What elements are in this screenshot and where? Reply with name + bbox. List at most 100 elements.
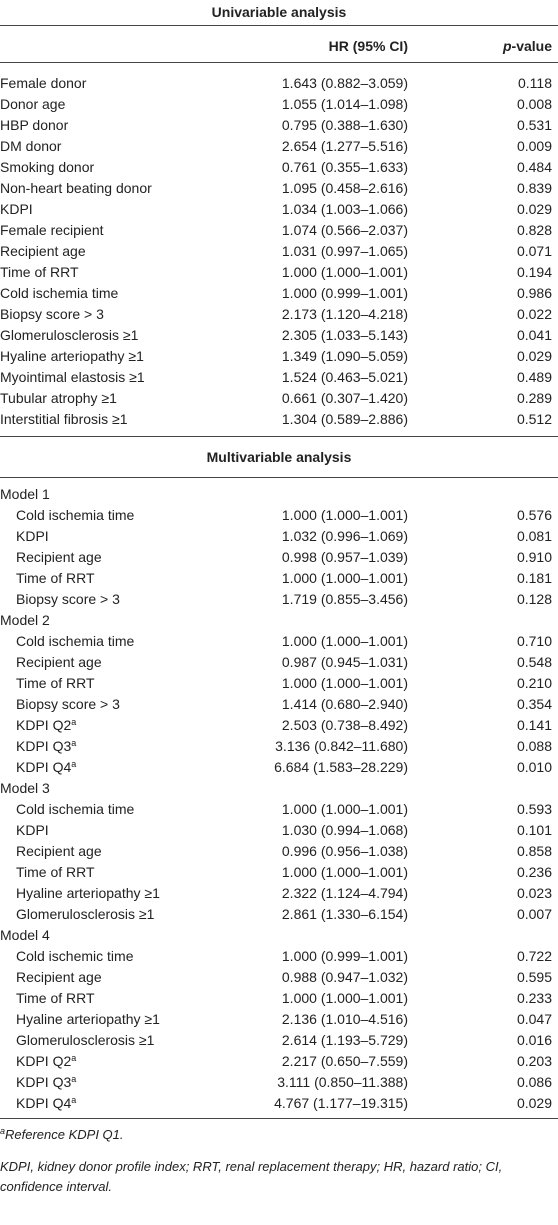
label-text: Time of RRT [16,570,95,586]
p-value: 0.086 [516,1074,552,1090]
hr-value: 1.719 (0.855–3.456) [281,591,408,607]
label-text: Recipient age [16,654,102,670]
table-row: Time of RRT 1.000 (1.000–1.001) 0.194 [0,262,558,283]
p-value: 0.910 [516,549,552,565]
label-text: KDPI Q3 [16,1074,72,1090]
row-label: Hyaline arteriopathy ≥1 [16,1009,160,1030]
hr-value: 1.000 (1.000–1.001) [281,264,408,280]
hr-value: 1.074 (0.566–2.037) [281,222,408,238]
label-text: Biopsy score > 3 [16,591,120,607]
row-label: Recipient age [16,967,102,988]
table-row: DM donor 2.654 (1.277–5.516) 0.009 [0,136,558,157]
table-row: Time of RRT 1.000 (1.000–1.001) 0.236 [0,862,558,883]
row-label: Recipient age [16,652,102,673]
model-name: Model 3 [0,780,50,796]
label-text: Glomerulosclerosis ≥1 [16,906,155,922]
table-row: KDPI 1.034 (1.003–1.066) 0.029 [0,199,558,220]
hr-value: 2.322 (1.124–4.794) [281,885,408,901]
row-label: Glomerulosclerosis ≥1 [16,1030,154,1051]
model-row: Model 1 [0,484,558,505]
row-label: KDPI Q3a [16,736,76,757]
hr-value: 1.095 (0.458–2.616) [281,180,408,196]
p-value: 0.595 [516,969,552,985]
row-label: Cold ischemia time [16,505,134,526]
hr-value: 1.643 (0.882–3.059) [281,75,408,91]
table-row: KDPI 1.030 (0.994–1.068) 0.101 [0,820,558,841]
table-row: KDPI Q4a 6.684 (1.583–28.229) 0.010 [0,757,558,778]
table-row: Female recipient 1.074 (0.566–2.037) 0.828 [0,220,558,241]
model-name: Model 2 [0,612,50,628]
row-label: Hyaline arteriopathy ≥1 [16,883,160,904]
row-label: KDPI [0,199,33,220]
p-value: 0.828 [516,222,552,238]
column-header: HR (95% CI) p-value [0,26,558,63]
label-text: Tubular atrophy ≥1 [0,390,117,406]
hr-value: 3.111 (0.850–11.388) [277,1074,408,1090]
hr-value: 2.654 (1.277–5.516) [281,138,408,154]
table-row: Female donor 1.643 (0.882–3.059) 0.118 [0,73,558,94]
label-text: HBP donor [0,117,69,133]
p-value: 0.041 [516,327,552,343]
table-row: Biopsy score > 3 2.173 (1.120–4.218) 0.022 [0,304,558,325]
p-value: 0.203 [516,1053,552,1069]
row-label: KDPI [16,526,49,547]
row-label: Biopsy score > 3 [16,589,120,610]
p-value: 0.489 [516,369,552,385]
row-label: KDPI [16,820,49,841]
row-label: Cold ischemia time [16,631,134,652]
label-text: Cold ischemic time [16,948,134,964]
label-text: Donor age [0,96,66,112]
model-name: Model 1 [0,486,50,502]
label-text: Interstitial fibrosis ≥1 [0,411,128,427]
table-row: Time of RRT 1.000 (1.000–1.001) 0.233 [0,988,558,1009]
hr-value: 0.761 (0.355–1.633) [281,159,408,175]
table-row: Biopsy score > 3 1.414 (0.680–2.940) 0.354 [0,694,558,715]
hr-value: 0.987 (0.945–1.031) [281,654,408,670]
row-label: Interstitial fibrosis ≥1 [0,409,128,430]
label-text: KDPI Q4 [16,1095,72,1111]
label-text: Hyaline arteriopathy ≥1 [16,885,160,901]
section-title: Multivariable analysis [0,437,558,478]
hr-value: 6.684 (1.583–28.229) [274,759,408,775]
table-row: Cold ischemia time 1.000 (1.000–1.001) 0.7… [0,631,558,652]
p-value: 0.354 [516,696,552,712]
label-text: Recipient age [16,843,102,859]
row-label: KDPI Q3a [16,1072,76,1093]
table-row: Donor age 1.055 (1.014–1.098) 0.008 [0,94,558,115]
model-row: Model 2 [0,610,558,631]
footnote-text: Reference KDPI Q1. [5,1127,124,1142]
hr-value: 3.136 (0.842–11.680) [275,738,408,754]
label-text: Cold ischemia time [16,507,135,523]
row-label: Glomerulosclerosis ≥1 [16,904,154,925]
model-row: Model 3 [0,778,558,799]
table-row: Time of RRT 1.000 (1.000–1.001) 0.210 [0,673,558,694]
label-text: Cold ischemia time [16,801,135,817]
table-row: Cold ischemia time 1.000 (1.000–1.001) 0.5… [0,799,558,820]
hr-value: 2.136 (1.010–4.516) [281,1011,408,1027]
table-row: KDPI 1.032 (0.996–1.069) 0.081 [0,526,558,547]
p-value: 0.531 [516,117,552,133]
p-value: 0.986 [516,285,552,301]
table-row: Myointimal elastosis ≥1 1.524 (0.463–5.02… [0,367,558,388]
label-text: Glomerulosclerosis ≥1 [0,327,139,343]
label-text: Hyaline arteriopathy ≥1 [0,348,144,364]
superscript: a [71,738,77,748]
superscript: a [0,1126,6,1136]
table-row: Glomerulosclerosis ≥1 2.305 (1.033–5.143)… [0,325,558,346]
hr-header: HR (95% CI) [328,38,408,54]
table-row: KDPI Q2a 2.503 (0.738–8.492) 0.141 [0,715,558,736]
hr-value: 1.000 (1.000–1.001) [281,990,408,1006]
label-text: Cold ischemia time [0,285,119,301]
label-text: KDPI Q2 [16,1053,72,1069]
row-label: Recipient age [16,547,102,568]
hr-value: 2.614 (1.193–5.729) [281,1032,408,1048]
superscript: a [71,1074,77,1084]
row-label: Tubular atrophy ≥1 [0,388,117,409]
label-text: Myointimal elastosis ≥1 [0,369,145,385]
univariable-rows: Female donor 1.643 (0.882–3.059) 0.118 Dono… [0,73,558,430]
label-text: KDPI [16,528,49,544]
label-text: Recipient age [16,549,102,565]
label-text: Smoking donor [0,159,95,175]
p-value: 0.008 [516,96,552,112]
